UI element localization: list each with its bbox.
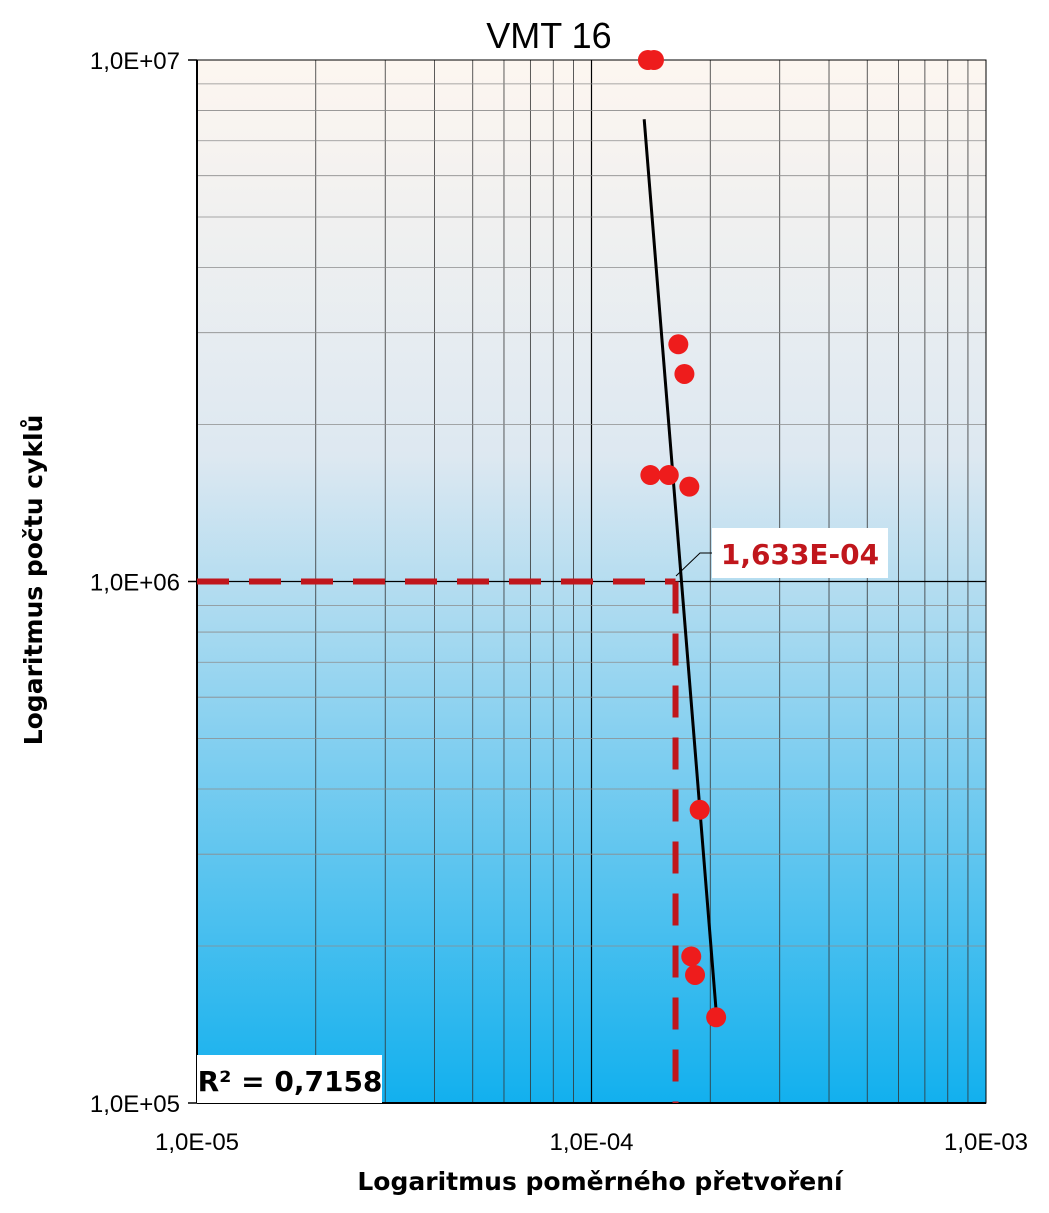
y-tick-labels: 1,0E+05 1,0E+06 1,0E+07	[90, 48, 180, 1118]
data-points	[637, 50, 727, 1028]
data-point	[681, 946, 702, 967]
r-squared-background	[197, 1055, 382, 1103]
data-point	[685, 964, 706, 985]
chart-title: VMT 16	[486, 15, 611, 56]
data-point	[679, 476, 700, 497]
trendline	[642, 119, 718, 1012]
data-point	[706, 1007, 727, 1028]
x-tick-label: 1,0E-03	[944, 1129, 1028, 1156]
callout-box	[712, 528, 888, 578]
y-tick-label: 1,0E+05	[90, 1091, 180, 1118]
r-squared-box: R² = 0,7158	[197, 1055, 382, 1103]
callout-leader	[675, 552, 712, 577]
data-point	[640, 465, 661, 486]
intersection-callout: 1,633E-04	[675, 528, 888, 578]
data-point	[643, 50, 664, 70]
r-squared-label: R² = 0,7158	[198, 1065, 383, 1098]
y-tick-label: 1,0E+07	[90, 48, 180, 75]
data-point	[689, 799, 710, 820]
x-axis-title: Logaritmus poměrného přetvoření	[357, 1167, 844, 1196]
intersection-label: 1,633E-04	[721, 538, 879, 571]
x-tick-label: 1,0E-05	[155, 1129, 239, 1156]
reference-lines	[197, 578, 679, 1103]
data-point	[668, 334, 689, 355]
data-point	[674, 363, 695, 384]
y-axis-title: Logaritmus počtu cyklů	[19, 415, 48, 746]
x-tick-label: 1,0E-04	[549, 1129, 633, 1156]
data-point	[658, 465, 679, 486]
x-tick-labels: 1,0E-05 1,0E-04 1,0E-03	[155, 1129, 1028, 1156]
y-tick-label: 1,0E+06	[90, 570, 180, 597]
